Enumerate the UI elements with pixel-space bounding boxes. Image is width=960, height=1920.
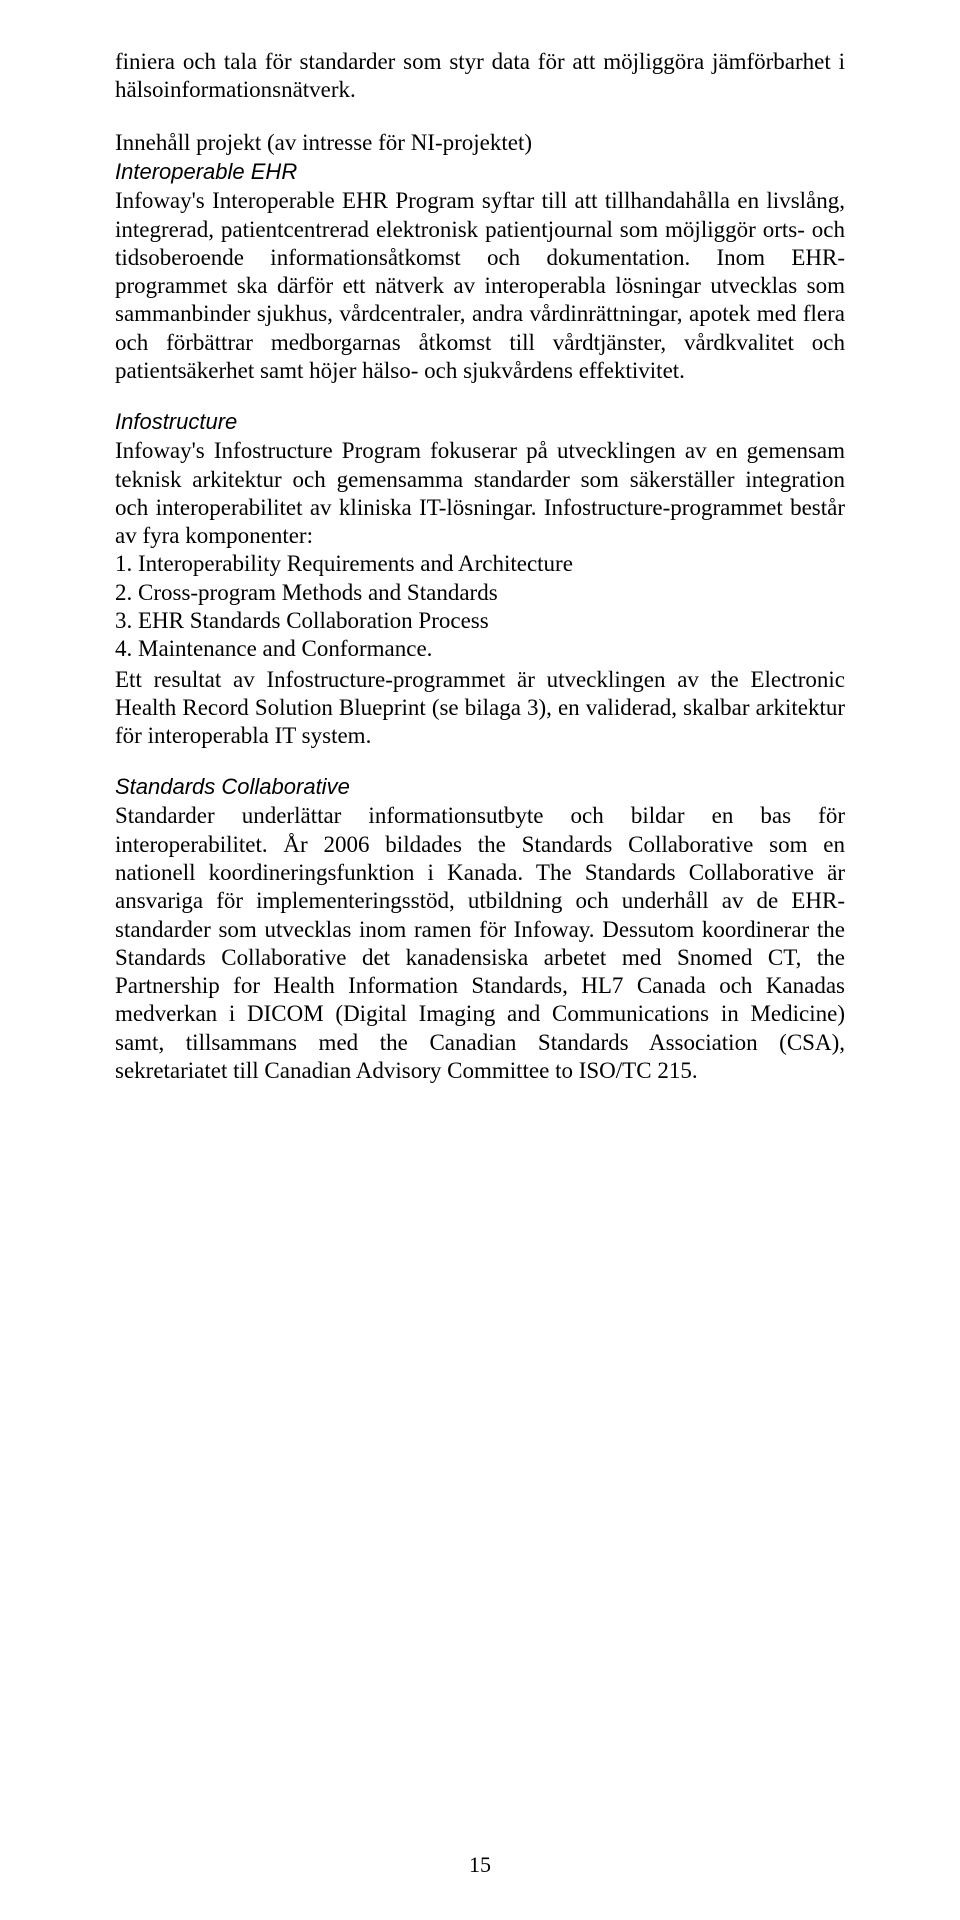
list-item: 4. Maintenance and Conformance. — [115, 635, 845, 663]
section-subheading: Interoperable EHR — [115, 159, 845, 185]
list-item: 3. EHR Standards Collaboration Process — [115, 607, 845, 635]
section-interoperable-ehr: Innehåll projekt (av intresse för NI-pro… — [115, 129, 845, 386]
section-subheading: Infostructure — [115, 409, 845, 435]
page-number: 15 — [0, 1852, 960, 1878]
section-heading: Innehåll projekt (av intresse för NI-pro… — [115, 129, 845, 158]
section-tail: Ett resultat av Infostructure-programmet… — [115, 666, 845, 751]
section-lead: Infoway's Infostructure Program fokusera… — [115, 437, 845, 550]
section-subheading: Standards Collaborative — [115, 774, 845, 800]
list-item: 2. Cross-program Methods and Standards — [115, 579, 845, 607]
section-infostructure: Infostructure Infoway's Infostructure Pr… — [115, 409, 845, 750]
intro-paragraph: finiera och tala för standarder som styr… — [115, 48, 845, 105]
component-list: 1. Interoperability Requirements and Arc… — [115, 550, 845, 663]
section-body: Standarder underlättar informationsutbyt… — [115, 802, 845, 1085]
list-item: 1. Interoperability Requirements and Arc… — [115, 550, 845, 578]
section-body: Infoway's Interoperable EHR Program syft… — [115, 187, 845, 385]
document-page: finiera och tala för standarder som styr… — [0, 0, 960, 1920]
section-standards-collaborative: Standards Collaborative Standarder under… — [115, 774, 845, 1085]
